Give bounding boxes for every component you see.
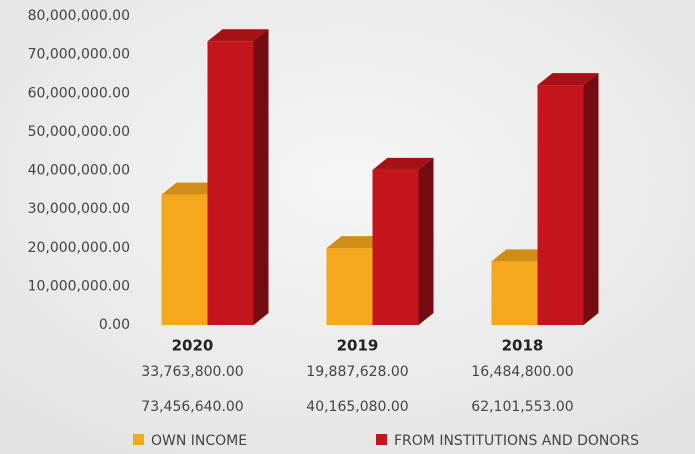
- value-label: 33,763,800.00: [141, 364, 243, 380]
- bar-side-shade: [253, 29, 269, 325]
- bar: [537, 85, 584, 325]
- bar-top-shade: [207, 29, 269, 42]
- bar-top-shade: [326, 236, 388, 249]
- y-tick-label: 10,000,000.00: [28, 278, 130, 294]
- bar-top-shade: [372, 157, 434, 170]
- value-label: 62,101,553.00: [471, 399, 573, 415]
- bar: [372, 169, 419, 325]
- bar: [326, 248, 373, 325]
- bar-side: [418, 157, 434, 325]
- bar-side-shade: [583, 73, 599, 325]
- y-tick-label: 50,000,000.00: [28, 124, 130, 140]
- value-label: 73,456,640.00: [141, 399, 243, 415]
- legend-swatch: [376, 434, 387, 445]
- x-tick-label: 2018: [502, 337, 544, 355]
- bar-top-shade: [491, 249, 553, 262]
- bar-top-shade: [537, 73, 599, 86]
- bar-top: [372, 157, 434, 170]
- bar: [491, 261, 538, 325]
- bar-top: [207, 29, 269, 42]
- value-label: 19,887,628.00: [306, 364, 408, 380]
- y-tick-label: 0.00: [99, 317, 130, 333]
- bar-side: [253, 29, 269, 325]
- bar-top: [491, 249, 553, 262]
- value-label: 16,484,800.00: [471, 364, 573, 380]
- legend-label: OWN INCOME: [151, 433, 247, 449]
- y-tick-label: 40,000,000.00: [28, 163, 130, 179]
- bar-top-shade: [161, 182, 223, 195]
- y-tick-label: 30,000,000.00: [28, 201, 130, 217]
- bar: [161, 194, 208, 325]
- bar-top: [161, 182, 223, 195]
- bar-top: [326, 236, 388, 249]
- bar: [207, 41, 254, 325]
- legend-swatch: [133, 434, 144, 445]
- y-tick-label: 70,000,000.00: [28, 47, 130, 63]
- bar-top: [537, 73, 599, 86]
- y-tick-label: 20,000,000.00: [28, 240, 130, 256]
- x-tick-label: 2019: [337, 337, 379, 355]
- y-tick-label: 60,000,000.00: [28, 85, 130, 101]
- legend-label: FROM INSTITUTIONS AND DONORS: [394, 433, 639, 449]
- x-tick-label: 2020: [172, 337, 214, 355]
- bar-side-shade: [418, 157, 434, 325]
- bar-side: [583, 73, 599, 325]
- y-tick-label: 80,000,000.00: [28, 8, 130, 24]
- value-label: 40,165,080.00: [306, 399, 408, 415]
